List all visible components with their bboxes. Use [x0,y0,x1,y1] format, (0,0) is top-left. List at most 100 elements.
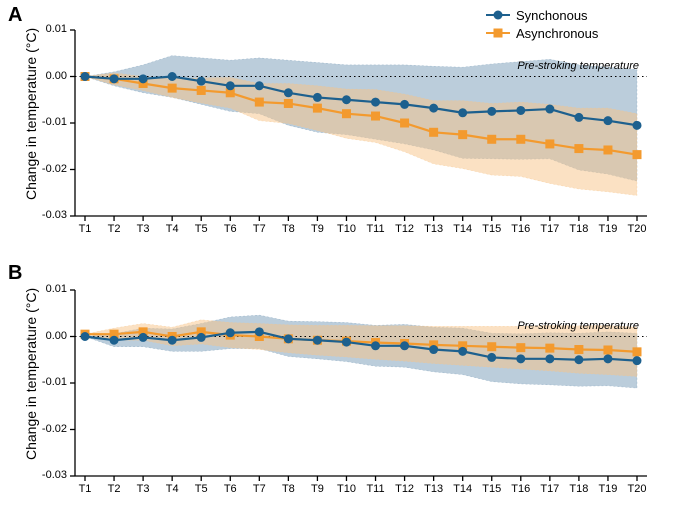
legend-marker-icon [494,11,503,20]
x-tick-label: T17 [538,483,562,495]
synchronous-marker [459,109,467,117]
y-tick-label: 0.01 [46,283,67,295]
synchronous-marker [255,328,263,336]
asynchronous-marker [546,344,554,352]
synchronous-marker [517,106,525,114]
x-tick-label: T15 [480,223,504,235]
synchronous-marker [575,113,583,121]
y-tick-label: -0.01 [42,116,67,128]
asynchronous-marker [430,128,438,136]
x-tick-label: T11 [364,483,388,495]
legend-swatch [486,32,510,34]
synchronous-marker [284,335,292,343]
x-tick-label: T6 [218,483,242,495]
x-tick-label: T16 [509,223,533,235]
synchronous-marker [313,93,321,101]
legend-label: Asynchronous [516,26,598,41]
x-tick-label: T8 [276,223,300,235]
x-tick-label: T7 [247,223,271,235]
synchronous-marker [372,98,380,106]
asynchronous-marker [488,343,496,351]
legend-swatch [486,14,510,16]
y-axis-title-a: Change in temperature (°C) [23,28,39,200]
synchronous-marker [633,357,641,365]
synchronous-marker [284,89,292,97]
synchronous-marker [81,333,89,341]
synchronous-marker [197,333,205,341]
x-tick-label: T14 [451,483,475,495]
x-tick-label: T4 [160,223,184,235]
x-tick-label: T20 [625,223,649,235]
synchronous-marker [313,336,321,344]
x-tick-label: T15 [480,483,504,495]
x-tick-label: T9 [305,223,329,235]
asynchronous-marker [284,99,292,107]
asynchronous-marker [313,104,321,112]
synchronous-marker [546,355,554,363]
x-tick-label: T19 [596,483,620,495]
synchronous-marker [81,73,89,81]
asynchronous-marker [604,346,612,354]
x-tick-label: T8 [276,483,300,495]
x-tick-label: T20 [625,483,649,495]
figure: AChange in temperature (°C)-0.03-0.02-0.… [0,0,685,525]
y-tick-label: -0.02 [42,163,67,175]
panel-label-a: A [8,4,22,27]
synchronous-marker [633,121,641,129]
legend-marker-icon [494,29,503,38]
asynchronous-marker [575,346,583,354]
synchronous-marker [342,338,350,346]
asynchronous-marker [168,84,176,92]
x-tick-label: T11 [364,223,388,235]
x-tick-label: T1 [73,223,97,235]
synchronous-marker [604,355,612,363]
x-tick-label: T13 [422,483,446,495]
synchronous-marker [168,73,176,81]
x-tick-label: T10 [334,223,358,235]
x-tick-label: T9 [305,483,329,495]
asynchronous-marker [575,145,583,153]
asynchronous-marker [517,135,525,143]
synchronous-marker [197,77,205,85]
zero-annotation: Pre-stroking temperature [517,60,639,72]
synchronous-marker [546,105,554,113]
asynchronous-marker [633,348,641,356]
synchronous-marker [168,336,176,344]
synchronous-marker [488,353,496,361]
y-tick-label: 0.00 [46,70,67,82]
asynchronous-marker [546,140,554,148]
y-tick-label: -0.03 [42,469,67,481]
synchronous-marker [372,342,380,350]
synchronous-marker [255,82,263,90]
asynchronous-marker [488,135,496,143]
legend-label: Synchonous [516,8,588,23]
x-tick-label: T14 [451,223,475,235]
synchronous-marker [459,347,467,355]
y-tick-label: 0.00 [46,330,67,342]
x-tick-label: T3 [131,483,155,495]
x-tick-label: T18 [567,223,591,235]
x-tick-label: T7 [247,483,271,495]
x-tick-label: T12 [393,223,417,235]
asynchronous-marker [342,110,350,118]
plot-b [45,260,677,506]
x-tick-label: T5 [189,483,213,495]
synchronous-marker [110,75,118,83]
synchronous-marker [517,355,525,363]
legend-item: Synchonous [486,6,598,24]
x-tick-label: T2 [102,223,126,235]
x-tick-label: T4 [160,483,184,495]
y-tick-label: -0.03 [42,209,67,221]
asynchronous-marker [517,344,525,352]
asynchronous-marker [633,151,641,159]
asynchronous-marker [372,112,380,120]
asynchronous-marker [197,86,205,94]
asynchronous-marker [255,98,263,106]
asynchronous-marker [401,119,409,127]
x-tick-label: T10 [334,483,358,495]
x-tick-label: T6 [218,223,242,235]
synchronous-marker [604,117,612,125]
x-tick-label: T3 [131,223,155,235]
synchronous-marker [430,104,438,112]
synchronous-marker [226,329,234,337]
